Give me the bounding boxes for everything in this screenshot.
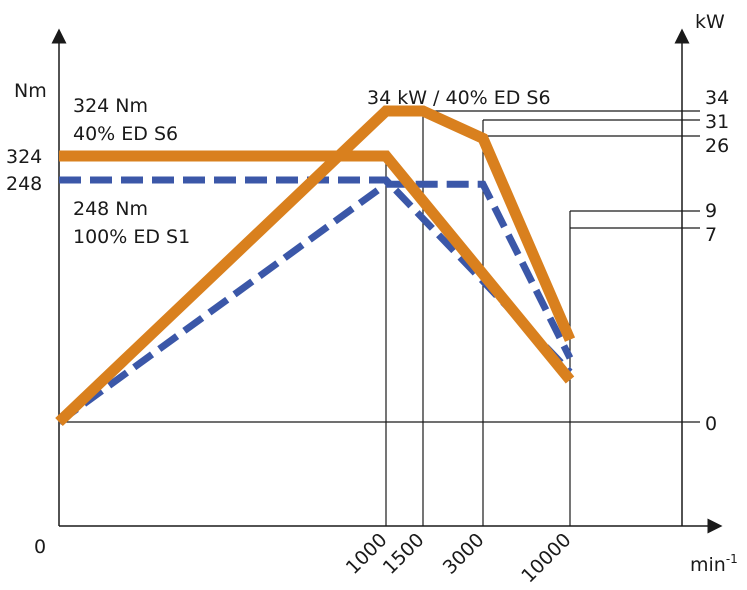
guide-lines — [59, 110, 700, 526]
right-tick-label-9: 9 — [705, 200, 717, 222]
right-tick-label-0: 0 — [705, 413, 717, 435]
series-power-s6-line — [55, 105, 576, 426]
left-axis-unit: Nm — [14, 80, 47, 102]
right-tick-label-34: 34 — [705, 87, 729, 109]
right-tick-label-7: 7 — [705, 224, 717, 246]
x-tick-label-3000: 3000 — [439, 529, 489, 579]
annotation-torque-s6-mode: 40% ED S6 — [73, 123, 178, 145]
series-torque-s6-line — [59, 150, 575, 384]
x-axis-unit: min-1 — [690, 552, 738, 576]
annotation-power-s6: 34 kW / 40% ED S6 — [367, 87, 551, 109]
annotation-torque-s6-value: 324 Nm — [73, 95, 148, 117]
right-tick-label-31: 31 — [705, 111, 729, 133]
right-tick-label-26: 26 — [705, 135, 729, 157]
annotation-torque-s1-value: 248 Nm — [73, 198, 148, 220]
series-layer — [55, 105, 576, 426]
x-origin-label: 0 — [34, 536, 46, 558]
x-tick-label-1000: 1000 — [342, 529, 392, 579]
x-tick-label-10000: 10000 — [517, 529, 575, 587]
x-axis-unit-exponent: -1 — [726, 552, 738, 566]
series-power-s1-line — [56, 180, 574, 425]
left-tick-label-324: 324 — [6, 146, 42, 168]
x-tick-label-1500: 1500 — [379, 529, 429, 579]
annotation-torque-s1-mode: 100% ED S1 — [73, 226, 190, 248]
left-tick-label-248: 248 — [6, 173, 42, 195]
right-axis-unit: kW — [695, 11, 725, 33]
x-axis-unit-base: min — [690, 554, 726, 576]
